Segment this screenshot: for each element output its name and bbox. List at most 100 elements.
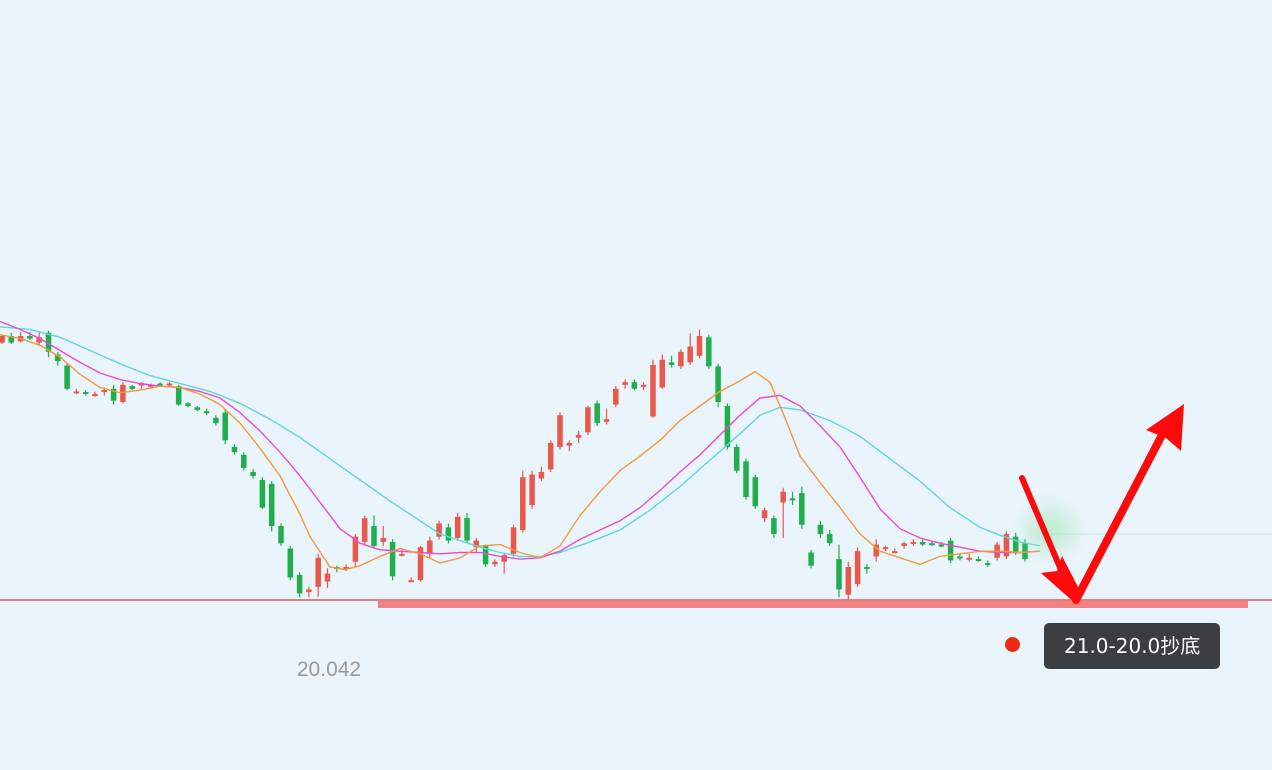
- candle-body: [873, 544, 879, 557]
- candle-body: [148, 384, 154, 387]
- candle-body: [268, 483, 275, 527]
- candle-body: [361, 518, 368, 542]
- candle-body: [752, 477, 759, 507]
- candle-body: [445, 527, 452, 541]
- candle-body: [194, 407, 201, 410]
- candle-body: [910, 541, 917, 544]
- candle-body: [575, 435, 582, 438]
- candle: [919, 539, 926, 546]
- candle: [268, 481, 275, 532]
- candle-body: [696, 336, 703, 356]
- low-price-label: 20.042: [297, 658, 361, 681]
- up-arrow: [1072, 404, 1184, 604]
- support-band: [378, 599, 1248, 608]
- candle-body: [482, 545, 489, 565]
- candle: [771, 515, 777, 538]
- candle-body: [473, 540, 480, 548]
- candle-body: [92, 394, 98, 397]
- candle-body: [640, 384, 647, 387]
- candle: [547, 440, 554, 472]
- candle-body: [203, 411, 210, 414]
- candle: [631, 379, 638, 391]
- candle: [8, 332, 15, 344]
- candle: [678, 349, 684, 369]
- candle-body: [250, 471, 256, 476]
- candle: [389, 539, 396, 581]
- candle-body: [36, 337, 42, 343]
- candle: [222, 409, 228, 445]
- candle: [873, 539, 879, 562]
- candle-body: [966, 557, 972, 560]
- candle-body: [845, 567, 852, 595]
- candle-body: [622, 382, 628, 385]
- candle-body: [659, 359, 666, 388]
- candle-body: [724, 405, 731, 447]
- candle-body: [110, 388, 117, 401]
- candle-body: [547, 442, 554, 470]
- candle-body: [1022, 543, 1028, 560]
- candle-body: [603, 419, 610, 422]
- candle: [306, 586, 312, 598]
- candle-body: [585, 407, 591, 433]
- candle-body: [501, 555, 507, 562]
- candle: [278, 523, 284, 546]
- candle-body: [278, 526, 284, 544]
- candle: [826, 530, 833, 546]
- candle-body: [668, 362, 675, 366]
- candle-body: [901, 543, 907, 546]
- candle: [985, 560, 991, 567]
- candle: [55, 351, 61, 366]
- candle-body: [836, 559, 842, 590]
- candle: [73, 388, 80, 395]
- candle-body: [306, 589, 312, 593]
- candle: [706, 334, 712, 369]
- candle-body: [687, 346, 693, 363]
- candle: [845, 561, 852, 600]
- candle: [259, 477, 266, 509]
- candle: [0, 334, 5, 344]
- candle: [520, 470, 526, 533]
- candle: [622, 379, 628, 389]
- candle: [817, 520, 824, 538]
- candle: [715, 363, 721, 408]
- candle-body: [882, 547, 889, 550]
- candle-body: [1003, 534, 1010, 557]
- candle-body: [138, 383, 145, 386]
- candle: [361, 515, 368, 545]
- candle-body: [352, 536, 359, 562]
- candle-body: [854, 551, 861, 585]
- candle: [436, 520, 442, 540]
- candle-body: [73, 391, 80, 394]
- candle: [427, 536, 433, 560]
- candle: [957, 553, 963, 561]
- candle: [194, 405, 201, 412]
- candle-body: [185, 403, 191, 406]
- candle-body: [1012, 536, 1019, 553]
- candle-body: [0, 336, 5, 343]
- candle-body: [566, 442, 573, 446]
- candle-body: [938, 544, 945, 547]
- candle: [371, 515, 377, 549]
- candle: [315, 553, 321, 597]
- candle-body: [464, 518, 470, 541]
- candle-body: [780, 491, 786, 503]
- candle-body: [706, 337, 712, 367]
- candle-body: [678, 351, 684, 367]
- candle: [687, 333, 693, 366]
- candle-body: [82, 392, 89, 395]
- candle: [799, 486, 805, 529]
- candle-body: [45, 332, 52, 352]
- candle-body: [919, 541, 926, 545]
- candle: [1003, 531, 1010, 560]
- candle: [752, 474, 759, 509]
- candle-series: [0, 329, 1028, 600]
- candle: [724, 403, 731, 450]
- candle: [585, 405, 591, 435]
- candle: [603, 408, 610, 425]
- candle: [529, 470, 535, 509]
- candle-body: [826, 534, 833, 544]
- candle: [761, 507, 768, 523]
- candle-body: [175, 386, 182, 405]
- candle-body: [8, 336, 15, 343]
- candle: [882, 545, 889, 552]
